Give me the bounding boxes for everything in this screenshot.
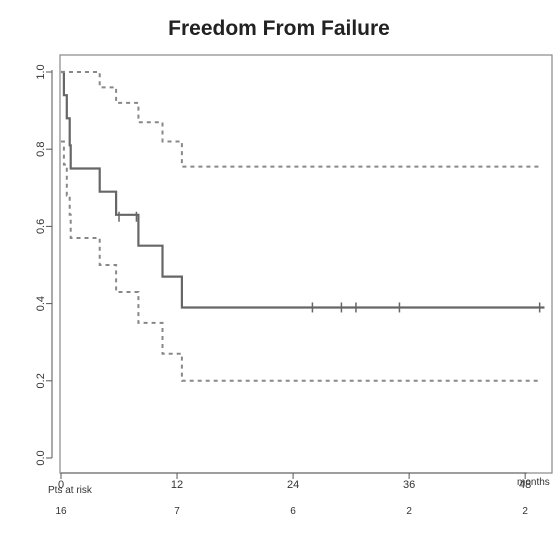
plot-frame	[59, 54, 553, 474]
confidence-bound-1	[61, 71, 540, 168]
ticks-layer: 0.0 0.2 0.4 0.6 0.8 1.0 0 12 24 36 48	[35, 64, 531, 491]
risk-count: 6	[290, 506, 296, 517]
y-tick-label: 0.4	[35, 296, 47, 311]
risk-table-label: Pts at risk	[48, 485, 93, 496]
y-tick-label: 1.0	[35, 64, 47, 79]
survival-curve	[61, 70, 545, 309]
y-tick-label: 0.6	[35, 219, 47, 234]
x-tick-label: 0	[58, 479, 64, 491]
x-axis-label: months	[517, 477, 550, 488]
confidence-bound-2	[61, 140, 540, 382]
y-tick-label: 0.0	[35, 450, 47, 465]
y-tick-label: 0.2	[35, 373, 47, 388]
risk-count: 2	[522, 506, 528, 517]
x-tick-label: 24	[287, 479, 299, 491]
x-tick-label: 48	[519, 479, 531, 491]
risk-count: 7	[174, 506, 180, 517]
risk-table-values: 16 7 6 2 2	[55, 506, 528, 517]
x-tick-label: 36	[403, 479, 415, 491]
chart-title: Freedom From Failure	[168, 17, 390, 40]
y-tick-label: 0.8	[35, 142, 47, 157]
x-tick-label: 12	[171, 479, 183, 491]
risk-count: 2	[406, 506, 412, 517]
risk-count: 16	[55, 506, 67, 517]
plot-layer	[61, 70, 545, 382]
